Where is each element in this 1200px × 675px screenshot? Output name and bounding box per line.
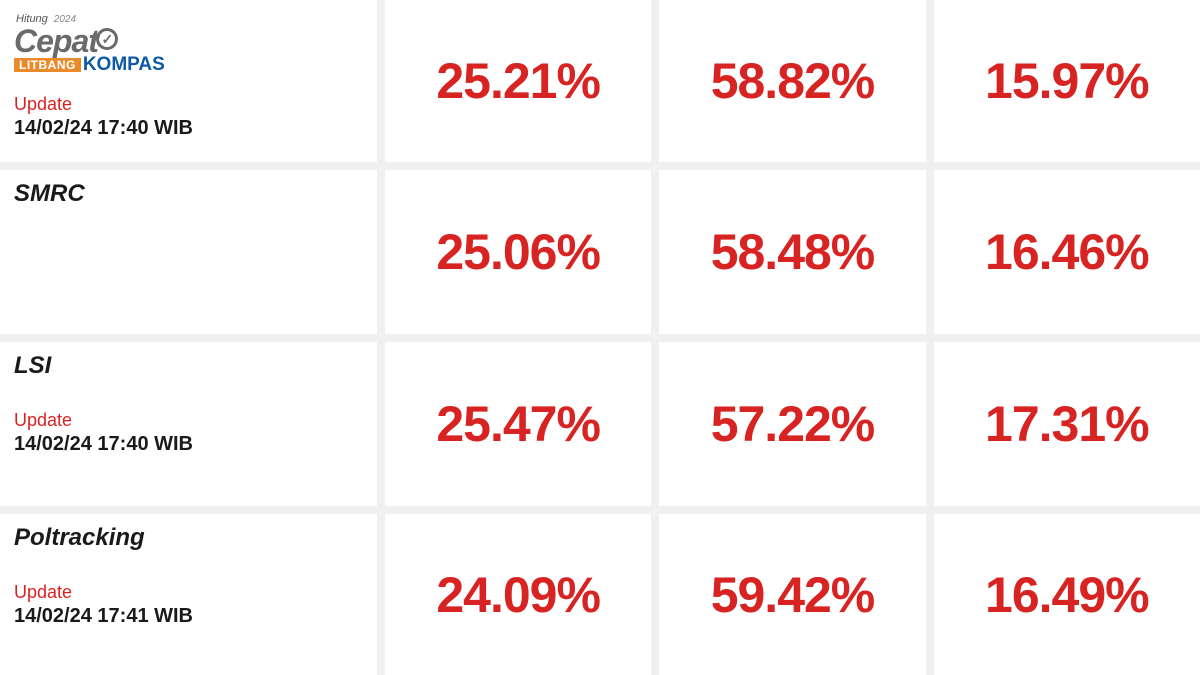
pct-cell-3: 17.31% xyxy=(934,342,1200,506)
logo-litbang-badge: LITBANG xyxy=(14,58,81,72)
pct-value: 58.48% xyxy=(711,223,875,281)
source-name: SMRC xyxy=(14,180,85,208)
pct-value: 16.46% xyxy=(985,223,1149,281)
update-timestamp: 14/02/24 17:40 WIB xyxy=(14,117,193,140)
results-table: Hitung 2024 Cepat ✓ LITBANG KOMPAS Updat… xyxy=(0,0,1200,675)
pct-value: 25.06% xyxy=(436,223,600,281)
pct-value: 59.42% xyxy=(711,566,875,624)
source-cell: LSI Update 14/02/24 17:40 WIB xyxy=(0,342,385,506)
pct-cell-2: 58.82% xyxy=(659,0,933,162)
pct-value: 58.82% xyxy=(711,52,875,110)
table-row: Poltracking Update 14/02/24 17:41 WIB 24… xyxy=(0,514,1200,675)
pct-cell-1: 25.06% xyxy=(385,170,659,334)
pct-cell-1: 25.47% xyxy=(385,342,659,506)
pct-value: 25.47% xyxy=(436,395,600,453)
pct-cell-3: 16.46% xyxy=(934,170,1200,334)
litbang-kompas-logo: Hitung 2024 Cepat ✓ LITBANG KOMPAS xyxy=(14,14,165,74)
update-label: Update xyxy=(14,582,72,603)
source-cell: Poltracking Update 14/02/24 17:41 WIB xyxy=(0,514,385,675)
pct-cell-1: 25.21% xyxy=(385,0,659,162)
pct-cell-3: 16.49% xyxy=(934,514,1200,675)
pct-value: 16.49% xyxy=(985,566,1149,624)
pct-value: 24.09% xyxy=(436,566,600,624)
update-timestamp: 14/02/24 17:41 WIB xyxy=(14,605,193,628)
source-name: Poltracking xyxy=(14,524,145,552)
table-row: LSI Update 14/02/24 17:40 WIB 25.47% 57.… xyxy=(0,342,1200,514)
checkmark-icon: ✓ xyxy=(96,28,118,50)
table-row: Hitung 2024 Cepat ✓ LITBANG KOMPAS Updat… xyxy=(0,0,1200,170)
pct-cell-2: 57.22% xyxy=(659,342,933,506)
update-timestamp: 14/02/24 17:40 WIB xyxy=(14,433,193,456)
source-cell: Hitung 2024 Cepat ✓ LITBANG KOMPAS Updat… xyxy=(0,0,385,162)
table-row: SMRC 25.06% 58.48% 16.46% xyxy=(0,170,1200,342)
source-name: LSI xyxy=(14,352,51,380)
update-label: Update xyxy=(14,94,72,115)
pct-cell-2: 59.42% xyxy=(659,514,933,675)
source-cell: SMRC xyxy=(0,170,385,334)
logo-kompas-text: KOMPAS xyxy=(83,55,165,74)
pct-value: 25.21% xyxy=(436,52,600,110)
pct-cell-3: 15.97% xyxy=(934,0,1200,162)
logo-main-text: Cepat ✓ xyxy=(14,25,118,57)
pct-value: 15.97% xyxy=(985,52,1149,110)
update-label: Update xyxy=(14,410,72,431)
pct-cell-1: 24.09% xyxy=(385,514,659,675)
pct-value: 17.31% xyxy=(985,395,1149,453)
pct-value: 57.22% xyxy=(711,395,875,453)
pct-cell-2: 58.48% xyxy=(659,170,933,334)
